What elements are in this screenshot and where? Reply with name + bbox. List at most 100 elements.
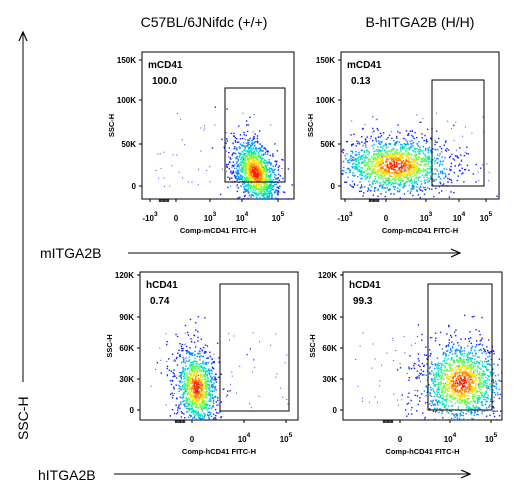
event-dot [189,422,190,423]
event-dot [250,164,252,166]
event-dot [252,166,254,168]
event-dot [270,215,271,216]
event-dot [203,382,206,384]
event-dot [183,372,186,374]
event-dot [197,427,198,428]
event-dot [375,164,377,166]
event-dot [259,198,261,199]
event-dot [453,192,455,194]
event-dot [385,180,387,182]
event-dot [456,400,458,402]
event-dot [378,142,380,144]
event-dot [415,177,417,179]
event-dot [248,194,251,196]
event-dot [458,374,461,376]
event-dot [200,338,202,340]
event-dot [458,378,460,380]
event-dot [366,190,369,192]
event-dot [261,150,263,152]
event-dot [246,207,247,208]
event-dot [253,163,255,165]
event-dot [201,414,203,416]
event-dot [492,410,494,412]
event-dot [178,349,180,352]
event-dot [204,403,206,405]
event-dot [207,372,209,374]
event-dot [375,153,378,155]
event-dot [355,166,358,169]
event-dot [407,172,409,175]
event-dot [202,396,204,399]
event-dot [445,399,447,401]
event-dot [270,163,272,165]
event-dot [181,397,183,399]
event-dot [247,159,250,162]
event-dot [397,179,400,181]
event-dot [188,410,191,412]
event-dot [439,178,442,180]
event-dot [420,189,422,191]
event-dot [198,368,200,370]
event-dot [460,164,462,166]
event-dot [444,407,447,409]
event-dot [272,186,274,188]
event-dot [204,387,206,389]
event-dot [350,159,352,162]
event-dot [382,157,384,159]
event-dot [414,394,416,397]
event-dot [263,166,265,168]
event-dot [439,170,442,173]
event-dot [436,402,439,404]
event-dot [248,161,250,163]
event-dot [277,186,279,188]
gate-rectangle [431,79,485,187]
event-dot [256,172,259,175]
event-dot [267,150,269,152]
event-dot [445,404,447,406]
event-dot [204,370,207,372]
event-dot [483,384,486,386]
event-dot [455,121,457,123]
event-dot [457,344,460,347]
event-dot [434,332,437,334]
event-dot [358,156,360,158]
event-dot [178,380,181,382]
event-dot [423,180,426,182]
plot-frame [342,271,503,421]
event-dot [409,140,411,142]
event-dot [362,144,364,147]
event-dot [251,187,254,189]
event-dot [372,182,374,185]
event-dot [379,157,381,160]
event-dot [428,180,430,182]
event-dot [257,158,259,161]
event-dot [400,162,402,165]
event-dot [443,378,445,381]
event-dot [400,180,402,182]
event-dot [235,171,237,173]
event-dot [201,350,203,352]
event-dot [363,142,366,145]
event-dot [426,157,428,160]
event-dot [477,402,479,404]
event-dot [468,353,471,355]
event-dot [446,375,448,377]
event-dot [249,158,252,160]
event-dot [362,162,365,164]
event-dot [403,175,405,178]
event-dot [441,170,444,172]
event-dot [414,162,416,164]
event-dot [202,428,203,429]
event-dot [441,363,443,365]
event-dot [207,378,209,380]
event-dot [183,388,185,391]
event-dot [457,175,459,177]
event-dot [218,361,220,363]
event-dot [188,401,190,403]
event-dot [193,399,195,401]
event-dot [444,141,447,143]
event-dot [188,385,190,387]
event-dot [261,203,262,204]
event-dot [190,367,192,369]
event-dot [396,170,398,172]
